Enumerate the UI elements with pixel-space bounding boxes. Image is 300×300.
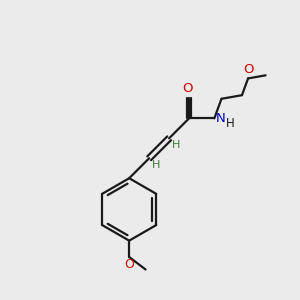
Text: O: O [243,63,253,76]
Text: O: O [182,82,193,95]
Text: H: H [172,140,180,150]
Text: O: O [124,259,134,272]
Text: N: N [216,112,226,125]
Text: H: H [225,117,234,130]
Text: H: H [152,160,160,170]
